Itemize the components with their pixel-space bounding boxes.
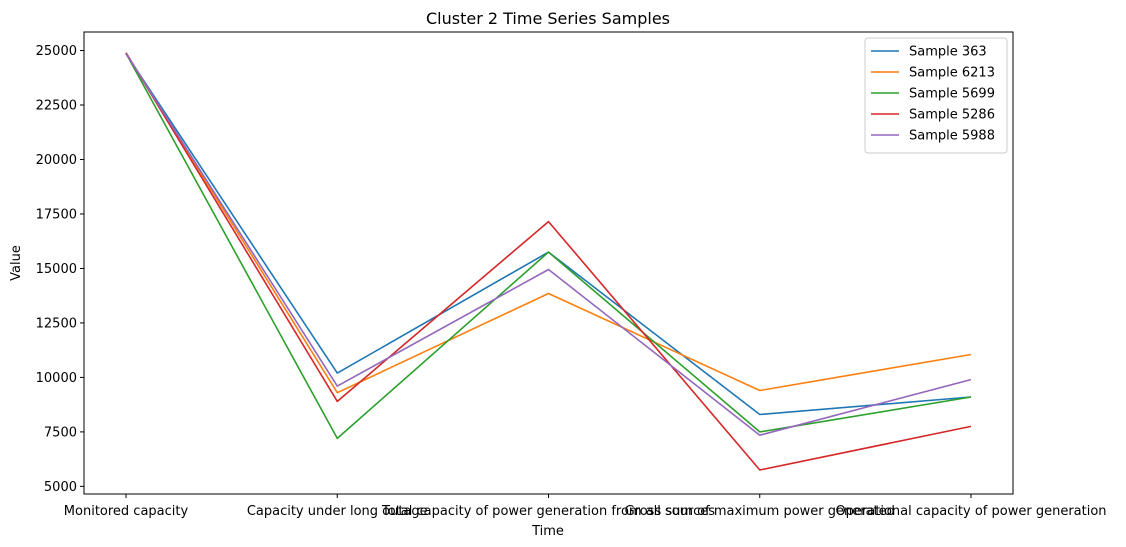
x-tick-label: Capacity under long outage <box>247 504 428 519</box>
y-tick-label: 25000 <box>36 44 77 59</box>
series-line-sample-363 <box>125 53 972 416</box>
y-tick-label: 12500 <box>36 316 77 331</box>
series-line-sample-5286 <box>125 52 972 471</box>
legend-label: Sample 5988 <box>909 129 995 144</box>
legend: Sample 363 Sample 6213 Sample 5699 Sample 5… <box>864 37 1008 154</box>
x-tick-label: Total capacity of power generation from … <box>381 504 715 519</box>
legend-box <box>864 37 1008 154</box>
series-layer <box>125 52 972 471</box>
x-tick-label: Operational capacity of power generation <box>835 504 1106 519</box>
y-tick-label: 7500 <box>44 425 77 440</box>
x-tick-label: Gross sum of maximum power generated <box>625 504 895 519</box>
x-tick-label: Monitored capacity <box>64 504 189 519</box>
legend-label: Sample 6213 <box>909 66 995 81</box>
series-line-sample-5699 <box>125 53 972 440</box>
legend-label: Sample 5699 <box>909 87 995 102</box>
y-axis: 5000 7500 10000 12500 15000 17500 20000 22500 25… <box>36 44 84 495</box>
y-axis-label: Value <box>9 245 24 281</box>
y-tick-label: 17500 <box>36 207 77 222</box>
y-tick-label: 10000 <box>36 371 77 386</box>
series-line-sample-5988 <box>125 53 972 437</box>
y-tick-label: 22500 <box>36 99 77 114</box>
series-line-sample-6213 <box>125 52 972 394</box>
y-tick-label: 5000 <box>44 480 77 495</box>
y-tick-label: 20000 <box>36 153 77 168</box>
legend-label: Sample 363 <box>909 45 987 60</box>
x-axis-label: Time <box>531 524 564 539</box>
x-axis: Monitored capacity Capacity under long ou… <box>64 494 1107 519</box>
chart-title: Cluster 2 Time Series Samples <box>426 9 670 28</box>
legend-label: Sample 5286 <box>909 108 995 123</box>
y-tick-label: 15000 <box>36 262 77 277</box>
